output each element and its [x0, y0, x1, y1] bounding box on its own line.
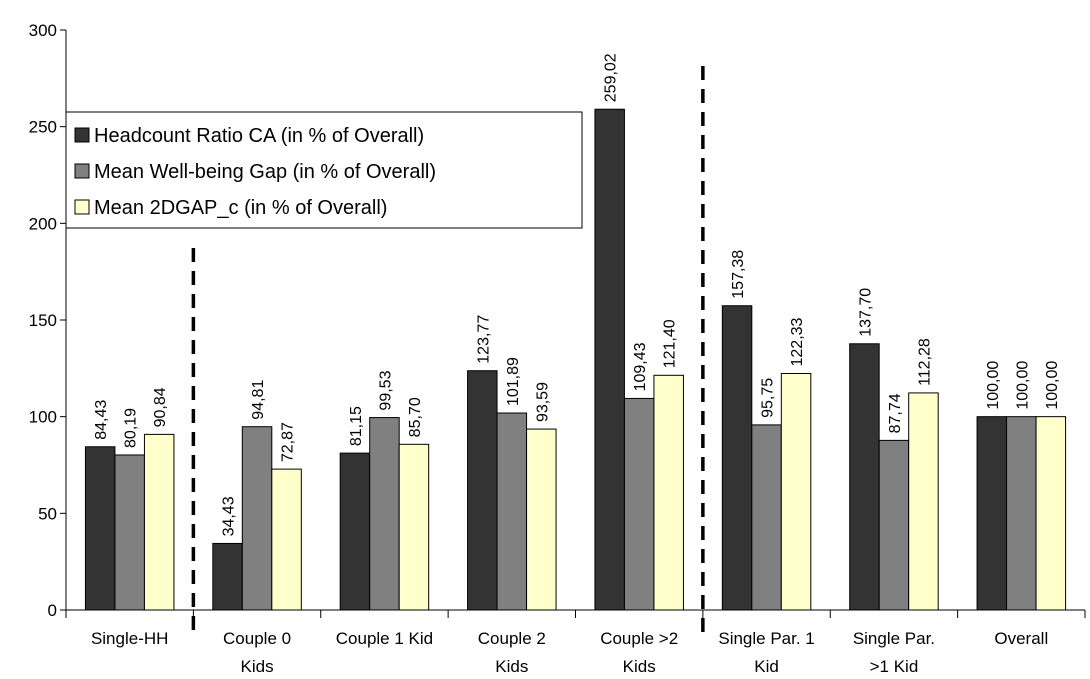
bar [339, 452, 371, 611]
data-label: 95,75 [760, 378, 777, 418]
bar [908, 392, 939, 611]
bar [721, 305, 753, 611]
data-label: 157,38 [730, 250, 747, 299]
bar [1035, 416, 1067, 611]
x-tick-label: Single-HH [91, 629, 168, 648]
data-label: 123,77 [475, 315, 492, 364]
x-tick-label: Kids [623, 657, 656, 676]
bar [271, 468, 302, 611]
x-tick-label: Single Par. 1 [718, 629, 814, 648]
data-label: 87,74 [887, 393, 904, 433]
data-label: 100,00 [1044, 361, 1061, 410]
chart-legend: Headcount Ratio CA (in % of Overall) Mean… [65, 111, 583, 229]
data-label: 72,87 [280, 422, 297, 462]
y-tick-label: 100 [29, 408, 57, 427]
x-tick-label: Kid [754, 657, 779, 676]
chart-bars [84, 108, 1067, 611]
bar [496, 412, 528, 611]
data-label: 84,43 [93, 400, 110, 440]
bar [143, 433, 175, 611]
legend-entry: Mean 2DGAP_c (in % of Overall) [94, 197, 387, 219]
y-tick-label: 250 [29, 118, 57, 137]
data-label: 100,00 [1014, 361, 1031, 410]
chart-x-tick-labels: Single-HH Couple 0 Kids Couple 1 Kid Couple … [91, 629, 1048, 676]
bar [780, 372, 812, 611]
bar [653, 374, 684, 611]
legend-swatch [74, 199, 90, 215]
data-label: 259,02 [603, 53, 620, 102]
legend-entry: Headcount Ratio CA (in % of Overall) [94, 125, 424, 147]
data-label: 112,28 [916, 338, 933, 386]
y-tick-label: 300 [29, 21, 57, 40]
bar [114, 454, 145, 611]
bar [212, 542, 243, 611]
legend-swatch [74, 163, 90, 179]
bar [751, 424, 782, 611]
x-tick-label: Couple 0 [223, 629, 291, 648]
y-tick-label: 50 [38, 504, 57, 523]
chart-data-labels: 84,43 34,43 81,15 123,77 259,02 157,38 137,70 1… [93, 53, 1061, 536]
legend-box [65, 111, 583, 229]
y-tick-label: 200 [29, 214, 57, 233]
data-label: 80,19 [123, 408, 140, 448]
data-label: 94,81 [250, 380, 267, 420]
group-separators [191, 66, 705, 635]
bar [84, 446, 116, 611]
legend-entry: Mean Well-being Gap (in % of Overall) [94, 161, 436, 183]
x-tick-label: >1 Kid [870, 657, 919, 676]
data-label: 137,70 [857, 288, 874, 337]
x-tick-label: Couple 1 Kid [336, 629, 433, 648]
bar [526, 428, 557, 611]
bar [976, 416, 1008, 611]
x-tick-label: Overall [994, 629, 1048, 648]
bar [623, 397, 655, 611]
data-label: 122,33 [789, 317, 806, 366]
legend-swatch [74, 127, 90, 143]
x-tick-label: Kids [495, 657, 528, 676]
bar [849, 343, 880, 611]
bar [594, 108, 625, 611]
bar [1006, 416, 1037, 611]
x-tick-label: Couple >2 [600, 629, 678, 648]
data-label: 81,15 [348, 406, 365, 446]
bar [398, 443, 430, 611]
bar [369, 417, 400, 611]
data-label: 109,43 [632, 342, 649, 391]
y-tick-label: 150 [29, 311, 57, 330]
data-label: 121,40 [662, 319, 679, 368]
x-tick-label: Couple 2 [478, 629, 546, 648]
bar [878, 439, 910, 611]
data-label: 90,84 [152, 387, 169, 427]
data-label: 99,53 [377, 370, 394, 410]
x-tick-label: Kids [241, 657, 274, 676]
data-label: 85,70 [407, 397, 424, 437]
data-label: 101,89 [505, 357, 522, 406]
data-label: 34,43 [221, 496, 238, 536]
data-label: 93,59 [534, 382, 551, 422]
y-tick-label: 0 [48, 601, 57, 620]
data-label: 100,00 [985, 361, 1002, 410]
x-tick-label: Single Par. [853, 629, 935, 648]
bar [467, 370, 498, 611]
bar [241, 426, 273, 611]
